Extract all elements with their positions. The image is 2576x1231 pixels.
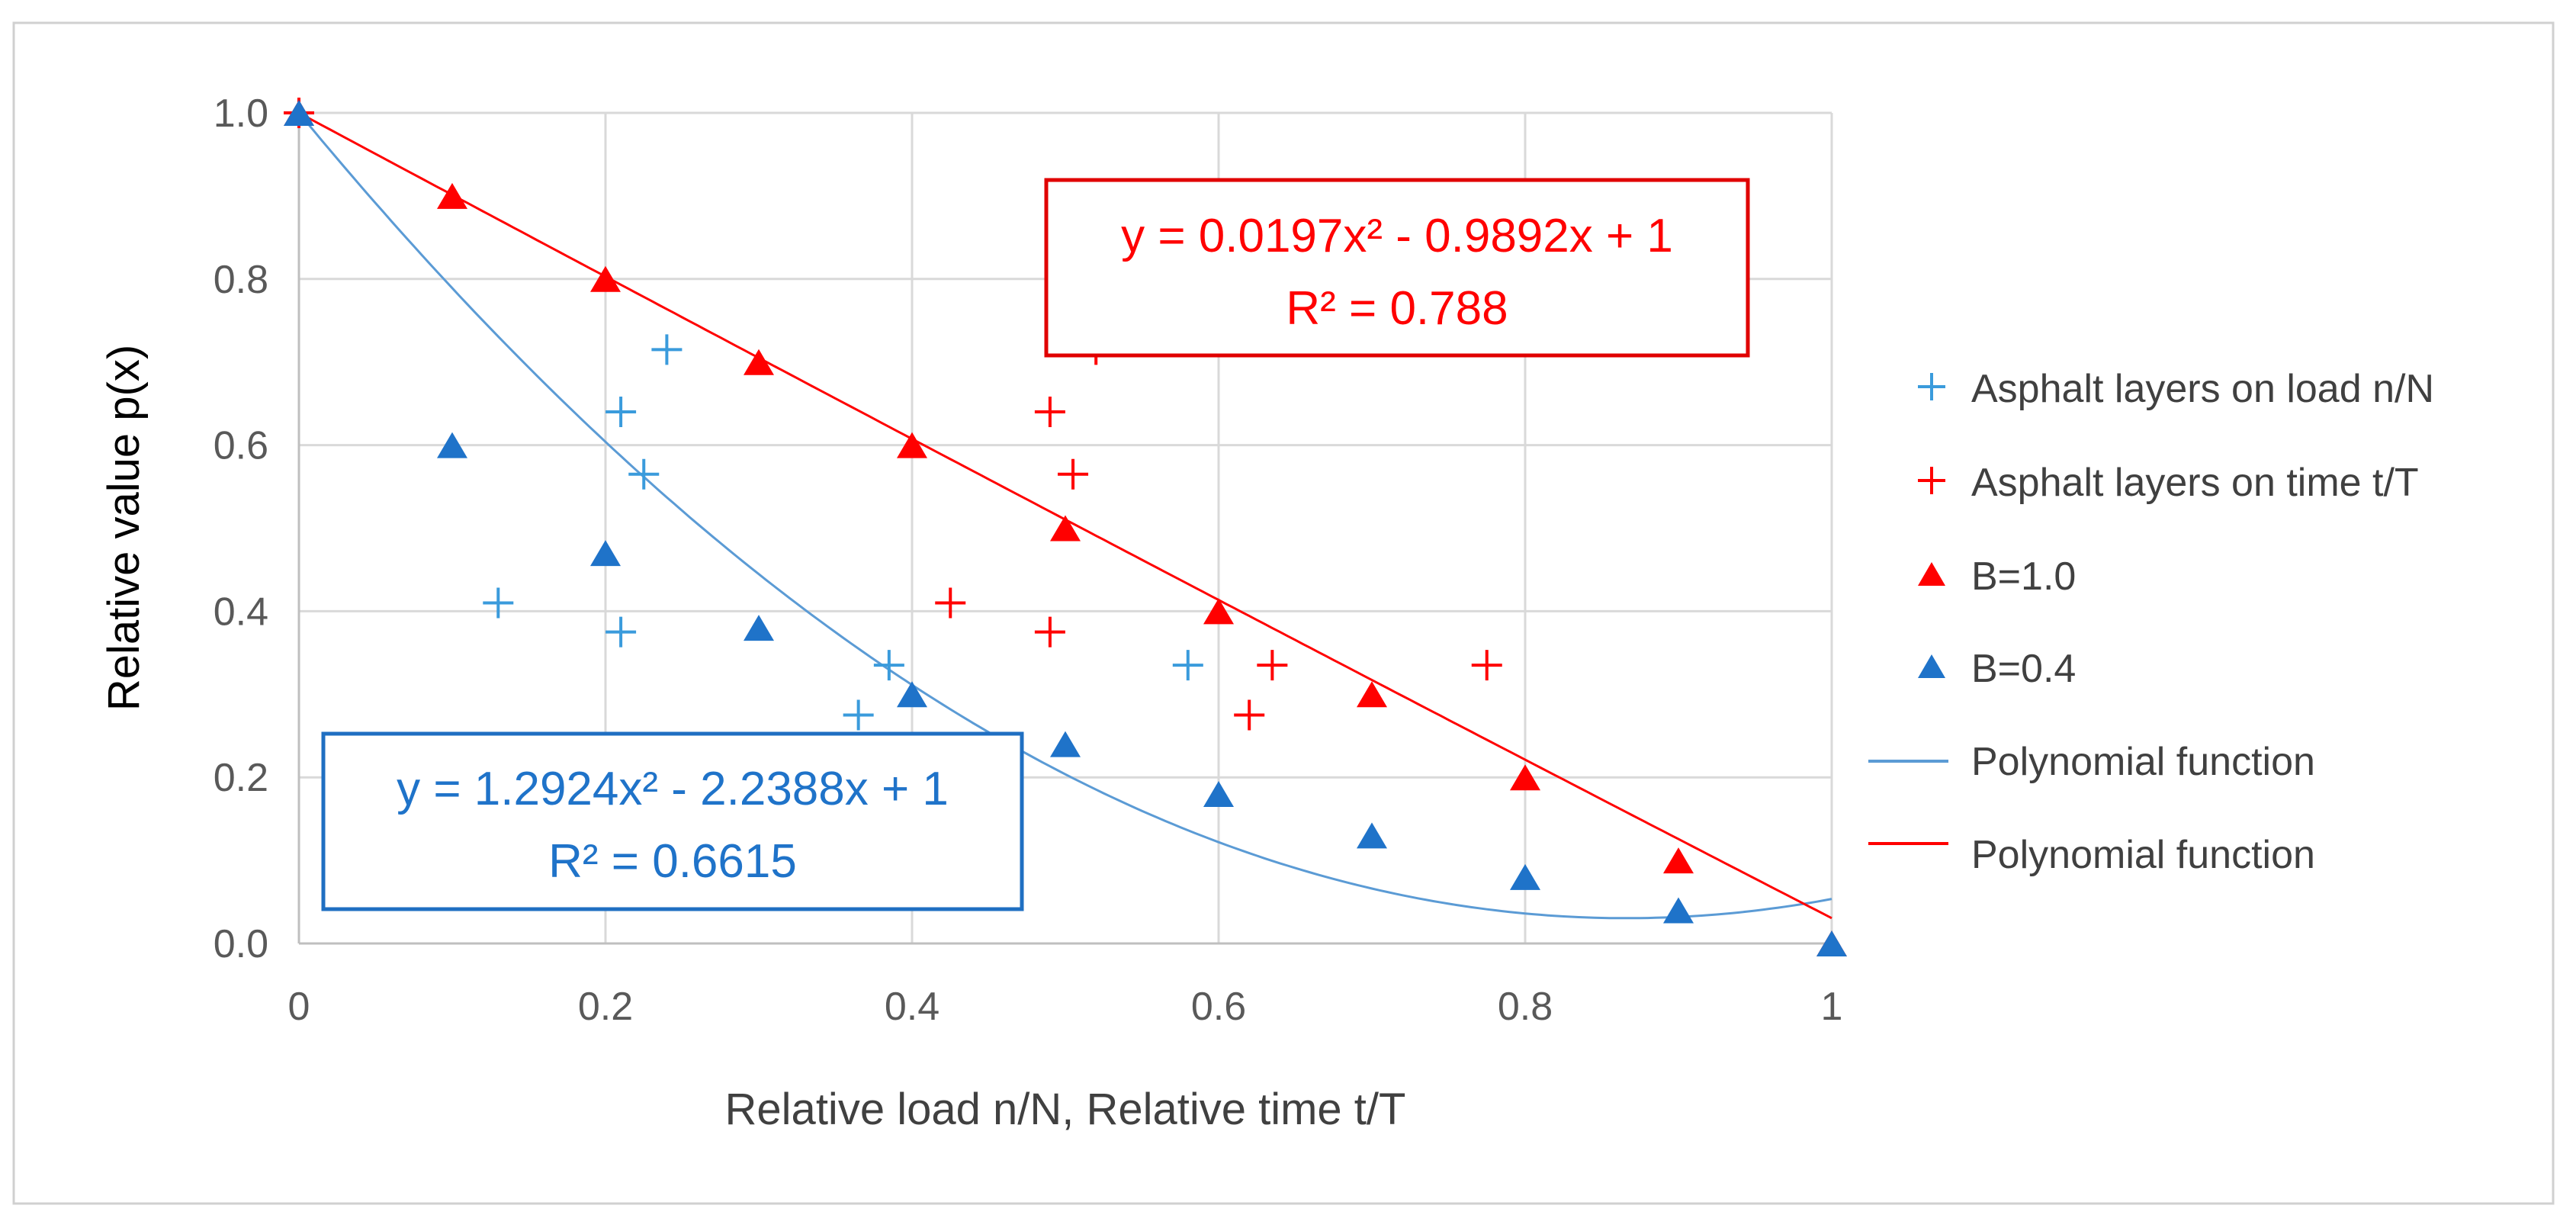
point-series-3: [1663, 897, 1694, 924]
point-series-3: [1357, 822, 1387, 849]
point-series-2: [1357, 681, 1387, 708]
legend-label-asphalt-time: Asphalt layers on time t/T: [1971, 461, 2419, 505]
y-tick-label: 0.2: [214, 756, 268, 800]
point-series-0: [843, 699, 874, 731]
x-tick-label: 0.6: [1191, 985, 1246, 1029]
x-tick-label: 0.2: [578, 985, 633, 1029]
y-tick-label: 0.4: [214, 590, 268, 634]
point-series-2: [1510, 764, 1540, 791]
point-series-1: [1034, 616, 1065, 648]
point-series-3: [590, 540, 621, 567]
x-axis-label: Relative load n/N, Relative time t/T: [725, 1085, 1406, 1134]
y-tick-label: 1.0: [214, 92, 268, 136]
point-series-0: [1172, 650, 1203, 681]
legend-item-b04[interactable]: B=0.4: [1918, 647, 2076, 691]
legend-marker-blue-plus: [1918, 373, 1945, 400]
point-series-2: [744, 349, 774, 375]
point-series-1: [1034, 397, 1065, 428]
legend-marker-blue-triangle: [1918, 654, 1945, 678]
legend-marker-red-triangle: [1918, 562, 1945, 586]
point-series-0: [605, 397, 637, 428]
point-series-0: [651, 334, 683, 365]
point-series-2: [1203, 598, 1234, 625]
y-tick-label: 0.6: [214, 424, 268, 468]
legend-label-asphalt-load: Asphalt layers on load n/N: [1971, 367, 2434, 411]
point-series-2: [590, 265, 621, 292]
legend-label-poly-red: Polynomial function: [1971, 833, 2315, 877]
point-series-0: [483, 587, 514, 619]
point-series-0: [628, 458, 660, 490]
x-tick-label: 0.4: [885, 985, 940, 1029]
point-series-3: [897, 681, 927, 708]
x-tick-label: 0.8: [1498, 985, 1553, 1029]
point-series-3: [1203, 780, 1234, 807]
point-series-0: [873, 650, 904, 681]
point-series-1: [935, 587, 966, 619]
blue-r2-text: R² = 0.6615: [548, 835, 797, 888]
point-series-3: [1816, 930, 1847, 956]
legend-item-asphalt-load[interactable]: Asphalt layers on load n/N: [1918, 367, 2434, 411]
red-equation-text: y = 0.0197x² - 0.9892x + 1: [1121, 210, 1673, 262]
blue-trendline-equation-box[interactable]: y = 1.2924x² - 2.2388x + 1 R² = 0.6615: [321, 731, 1024, 911]
point-series-2: [437, 182, 467, 209]
point-series-2: [1050, 515, 1081, 542]
point-series-3: [437, 432, 467, 458]
legend: Asphalt layers on load n/N Asphalt layer…: [1868, 367, 2434, 877]
point-series-0: [605, 616, 637, 648]
legend-item-poly-blue[interactable]: Polynomial function: [1868, 740, 2315, 784]
axes: [297, 113, 1832, 945]
legend-item-poly-red[interactable]: Polynomial function: [1868, 833, 2315, 877]
legend-label-b1: B=1.0: [1971, 554, 2076, 599]
y-axis-label: Relative value p(x): [99, 345, 149, 711]
point-series-1: [1471, 650, 1502, 681]
red-trendline-equation-box[interactable]: y = 0.0197x² - 0.9892x + 1 R² = 0.788: [1044, 178, 1750, 358]
point-series-1: [1234, 699, 1265, 731]
point-series-2: [1663, 847, 1694, 874]
point-series-2: [897, 432, 927, 458]
legend-label-b04: B=0.4: [1971, 647, 2076, 691]
legend-item-asphalt-time[interactable]: Asphalt layers on time t/T: [1918, 461, 2419, 505]
point-series-3: [284, 100, 314, 126]
red-r2-text: R² = 0.788: [1286, 282, 1508, 335]
point-series-1: [1058, 458, 1089, 490]
x-tick-label: 0: [288, 985, 310, 1029]
legend-marker-red-plus: [1918, 467, 1945, 494]
x-tick-label: 1: [1821, 985, 1843, 1029]
point-series-3: [1050, 731, 1081, 757]
legend-item-b1[interactable]: B=1.0: [1918, 554, 2076, 599]
y-tick-label: 0.8: [214, 258, 268, 302]
trendline-0: [297, 112, 1832, 920]
tick-labels: 0 0.2 0.4 0.6 0.8 1 0.0 0.2 0.4 0.6 0.8 1.0: [214, 92, 1843, 1029]
point-series-1: [1257, 650, 1288, 681]
point-series-3: [744, 615, 774, 641]
legend-label-poly-blue: Polynomial function: [1971, 740, 2315, 784]
blue-equation-text: y = 1.2924x² - 2.2388x + 1: [397, 763, 949, 815]
y-tick-label: 0.0: [214, 922, 268, 966]
point-series-3: [1510, 863, 1540, 890]
